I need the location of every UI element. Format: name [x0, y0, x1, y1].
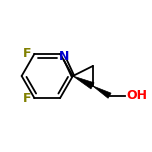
- Polygon shape: [93, 86, 111, 98]
- Text: F: F: [23, 47, 31, 60]
- Text: F: F: [23, 92, 31, 105]
- Text: OH: OH: [126, 89, 147, 102]
- Text: N: N: [59, 50, 70, 63]
- Polygon shape: [73, 76, 94, 89]
